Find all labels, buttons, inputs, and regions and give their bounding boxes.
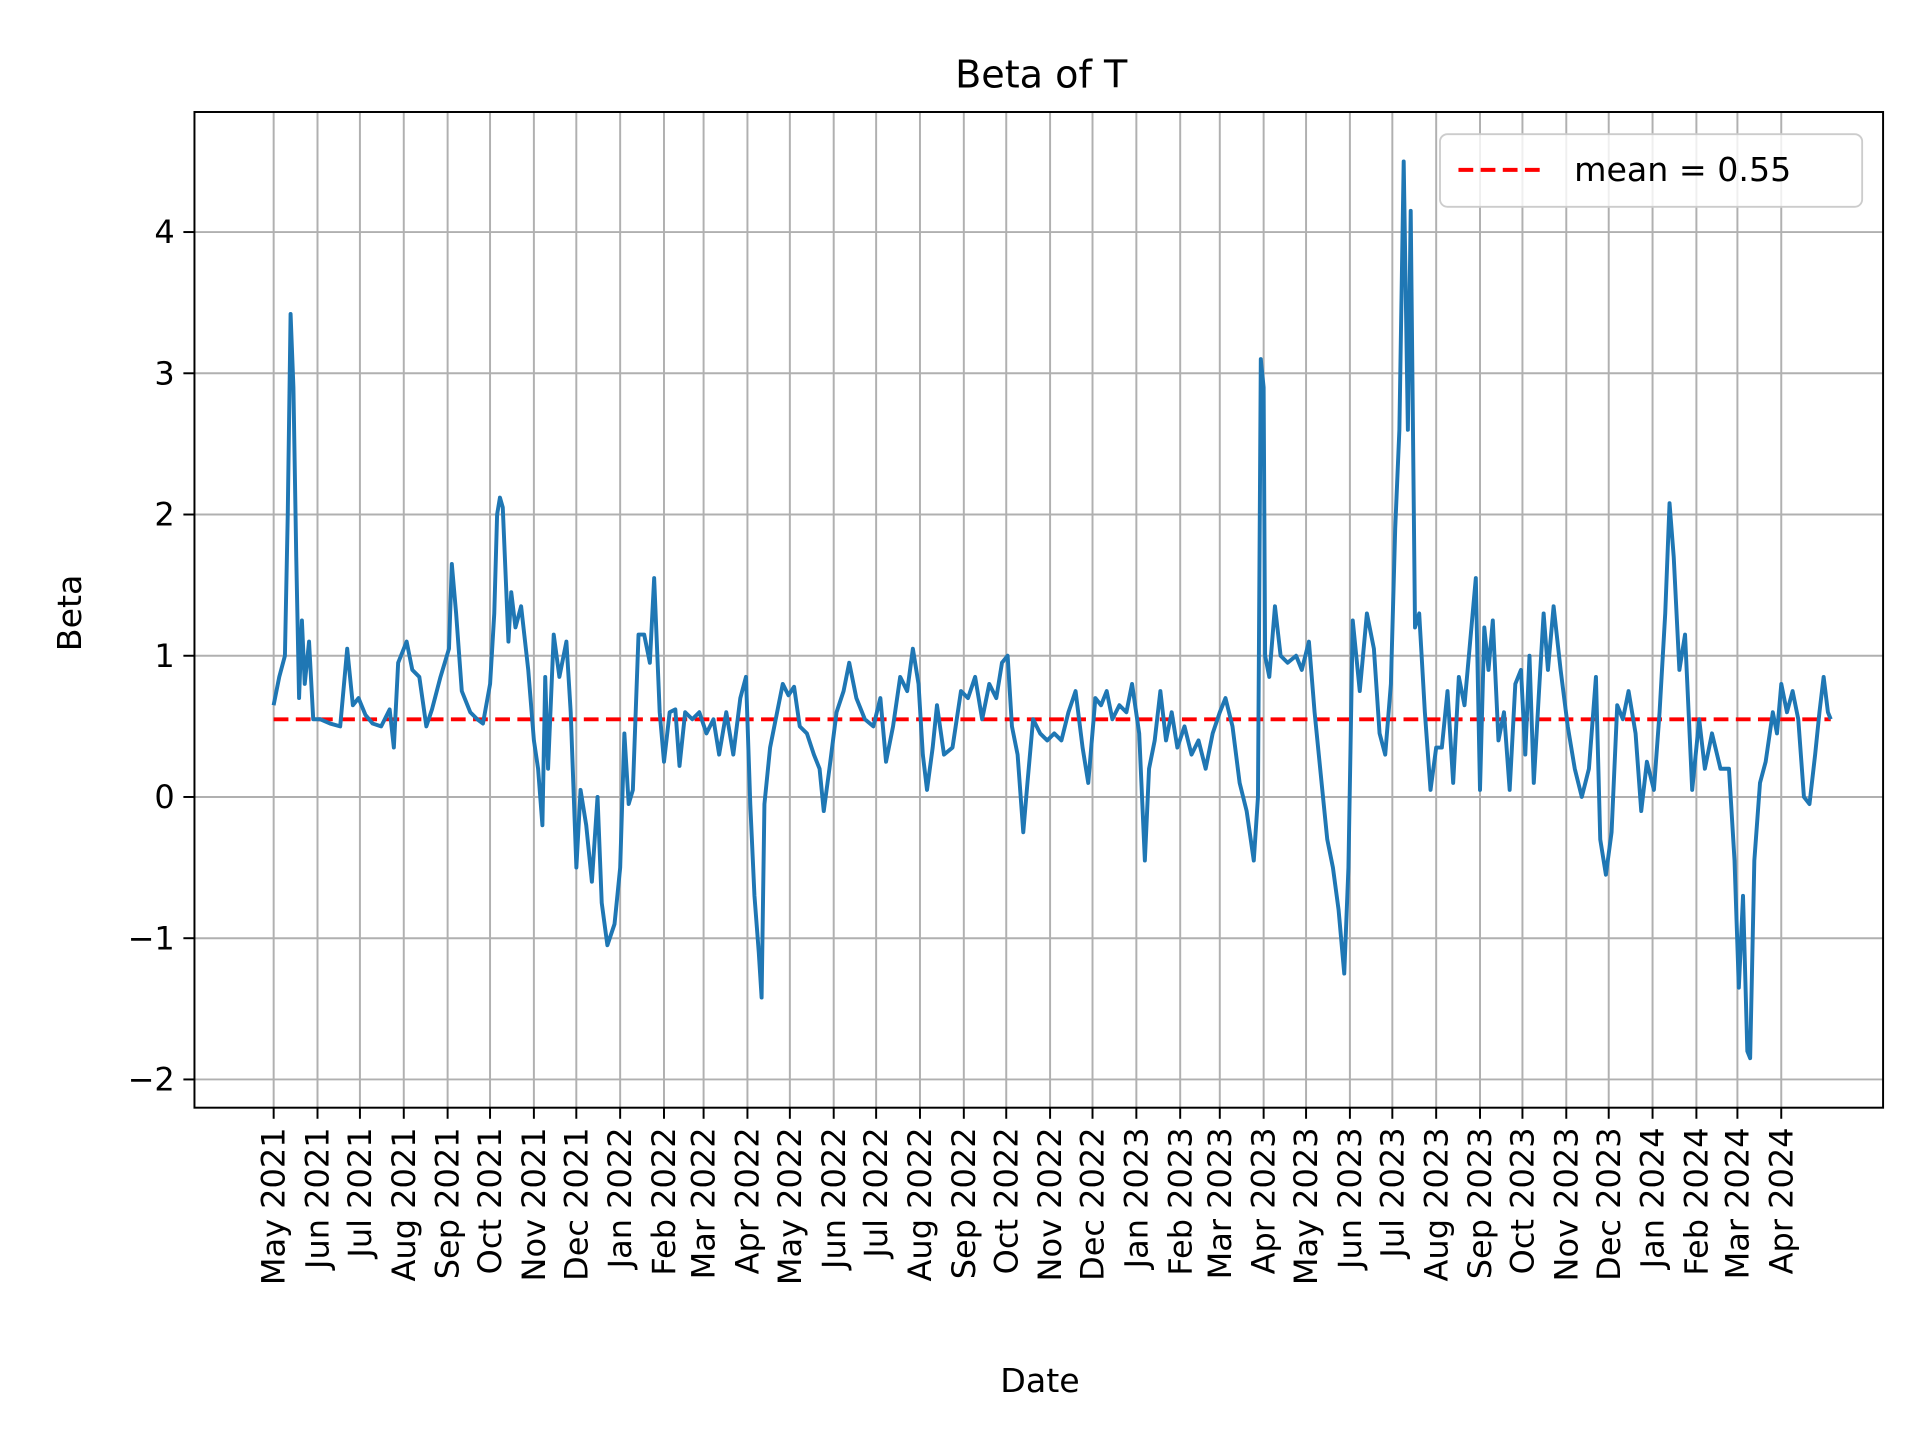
x-tick-label: Apr 2024 [1762, 1127, 1800, 1274]
x-tick-label: May 2021 [255, 1127, 293, 1285]
x-axis-label: Date [1000, 1361, 1079, 1400]
x-tick-label: Dec 2021 [557, 1127, 595, 1281]
x-tick-label: Nov 2023 [1547, 1127, 1585, 1281]
x-tick-label: Jun 2022 [815, 1127, 853, 1271]
x-tick-label: Feb 2022 [645, 1127, 683, 1275]
x-tick-label: Nov 2022 [1031, 1127, 1069, 1281]
x-tick-label: Nov 2021 [515, 1127, 553, 1281]
x-tick-label: Jul 2023 [1373, 1127, 1411, 1259]
x-tick-label: Jul 2021 [341, 1127, 379, 1259]
x-tick-label: Aug 2022 [901, 1127, 939, 1281]
y-tick-label: −2 [128, 1061, 175, 1099]
x-tick-label: Dec 2023 [1590, 1127, 1628, 1281]
y-tick-label: −1 [128, 919, 175, 957]
x-tick-label: Mar 2023 [1201, 1127, 1239, 1279]
legend-mean-label: mean = 0.55 [1574, 150, 1791, 189]
y-axis-label: Beta [50, 575, 89, 652]
plot-frame [193, 111, 1885, 1109]
x-tick-label: Jan 2022 [601, 1127, 639, 1270]
y-tick-label: 4 [154, 213, 174, 251]
y-tick-label: 2 [154, 496, 174, 534]
x-tick-label: Aug 2023 [1417, 1127, 1455, 1281]
x-tick-label: Sep 2021 [429, 1127, 467, 1279]
beta-series-line [271, 159, 1833, 1061]
x-tick-label: Jan 2024 [1634, 1127, 1672, 1270]
y-tick-label: 0 [154, 778, 174, 816]
x-tick-label: Feb 2024 [1677, 1127, 1715, 1275]
x-tick-label: Jul 2022 [857, 1127, 895, 1259]
y-axis: −2 −1 0 1 2 3 4 [128, 213, 195, 1099]
x-tick-label: Oct 2023 [1504, 1127, 1542, 1274]
x-tick-label: Sep 2022 [945, 1127, 983, 1279]
x-axis: May 2021 Jun 2021 Jul 2021 Aug 2021 Sep 2021… [255, 1107, 1800, 1285]
x-tick-label: Oct 2021 [471, 1127, 509, 1274]
series-layer [271, 159, 1833, 1061]
y-tick-label: 1 [154, 637, 174, 675]
x-tick-label: Sep 2023 [1461, 1127, 1499, 1279]
x-tick-label: Jun 2021 [299, 1127, 337, 1271]
chart-title: Beta of T [955, 52, 1128, 96]
x-tick-label: Oct 2022 [987, 1127, 1025, 1274]
x-tick-label: May 2022 [771, 1127, 809, 1285]
x-tick-label: Apr 2022 [729, 1127, 767, 1274]
x-tick-label: Feb 2023 [1161, 1127, 1199, 1275]
x-tick-label: Mar 2022 [685, 1127, 723, 1279]
x-tick-label: Aug 2021 [385, 1127, 423, 1281]
legend: mean = 0.55 [1439, 133, 1864, 208]
y-tick-label: 3 [154, 354, 174, 392]
legend-box [1439, 133, 1864, 208]
x-tick-label: Dec 2022 [1074, 1127, 1112, 1281]
x-tick-label: Jan 2023 [1117, 1127, 1155, 1270]
x-tick-label: Jun 2023 [1331, 1127, 1369, 1271]
x-tick-label: May 2023 [1287, 1127, 1325, 1285]
x-tick-label: Apr 2023 [1245, 1127, 1283, 1274]
x-tick-label: Mar 2024 [1718, 1127, 1756, 1279]
